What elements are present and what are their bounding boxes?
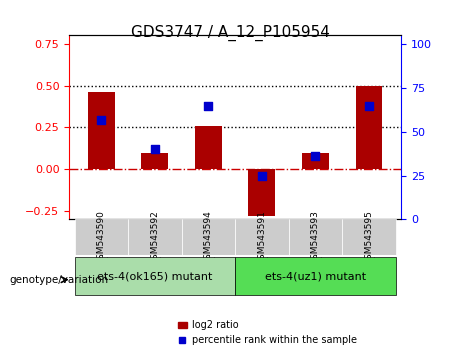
FancyBboxPatch shape [75, 257, 235, 295]
FancyBboxPatch shape [75, 219, 128, 255]
FancyBboxPatch shape [128, 219, 182, 255]
Point [365, 103, 372, 108]
Point [258, 173, 266, 178]
Bar [88, 92, 115, 169]
Legend: log2 ratio, percentile rank within the sample: log2 ratio, percentile rank within the s… [174, 316, 361, 349]
Text: GSM543594: GSM543594 [204, 210, 213, 264]
Point [98, 117, 105, 122]
FancyBboxPatch shape [342, 219, 396, 255]
Bar [142, 153, 168, 169]
Bar [248, 169, 275, 216]
Point [151, 147, 159, 152]
Bar [302, 153, 329, 169]
FancyBboxPatch shape [235, 219, 289, 255]
Text: ets-4(ok165) mutant: ets-4(ok165) mutant [97, 271, 213, 281]
FancyBboxPatch shape [182, 219, 235, 255]
Point [205, 103, 212, 108]
Text: GDS3747 / A_12_P105954: GDS3747 / A_12_P105954 [131, 25, 330, 41]
Bar [195, 126, 222, 169]
Text: GSM543592: GSM543592 [150, 210, 160, 264]
Text: GSM543590: GSM543590 [97, 210, 106, 265]
FancyBboxPatch shape [289, 219, 342, 255]
Text: GSM543593: GSM543593 [311, 210, 320, 265]
Point [312, 154, 319, 159]
Text: genotype/variation: genotype/variation [9, 275, 108, 285]
Text: GSM543595: GSM543595 [365, 210, 373, 265]
Text: GSM543591: GSM543591 [257, 210, 266, 265]
FancyBboxPatch shape [235, 257, 396, 295]
Text: ets-4(uz1) mutant: ets-4(uz1) mutant [265, 271, 366, 281]
Bar [355, 86, 382, 169]
